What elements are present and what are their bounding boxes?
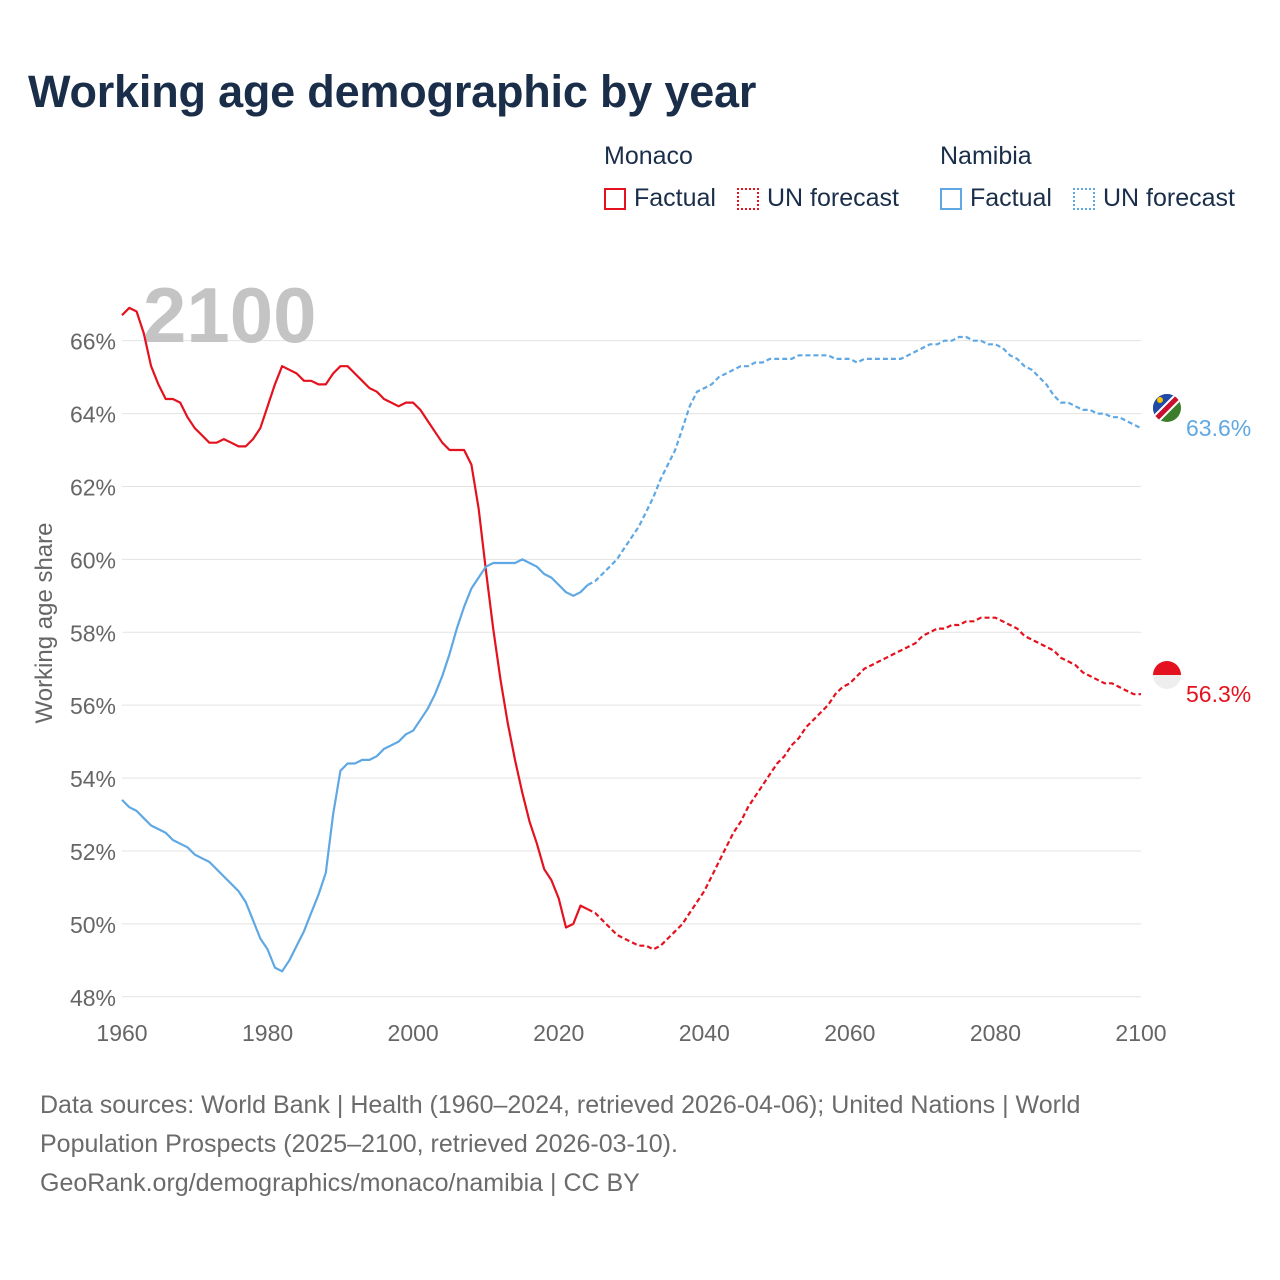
legend-swatch-monaco-forecast [737, 187, 759, 210]
x-tick-label: 1960 [96, 1020, 147, 1046]
y-tick-label: 48% [70, 985, 116, 1011]
end-labels: 56.3% 63.6% [1186, 415, 1251, 707]
series-monaco-factual-line [121, 306, 589, 929]
flag-monaco-icon [1153, 661, 1181, 689]
end-label-monaco: 56.3% [1186, 681, 1251, 707]
y-tick-label: 62% [70, 474, 116, 500]
source-line: Population Prospects (2025–2100, retriev… [40, 1130, 678, 1158]
flag-namibia-icon [1153, 394, 1181, 422]
legend-swatch-monaco-factual [604, 187, 626, 210]
y-axis-label: Working age share [31, 523, 58, 724]
series-namibia-factual-line [121, 558, 589, 973]
axes: 48% 50% 52% 54% 56% 58% 60% 62% 64% 66% 1960 1980 20… [70, 329, 1167, 1046]
end-label-namibia: 63.6% [1186, 415, 1251, 441]
y-tick-label: 52% [70, 839, 116, 865]
y-tick-label: 54% [70, 766, 116, 792]
y-tick-label: 60% [70, 547, 116, 573]
y-tick-label: 64% [70, 402, 116, 428]
x-tick-label: 2100 [1115, 1020, 1166, 1046]
legend-country-namibia: Namibia [940, 142, 1032, 170]
x-tick-label: 2000 [388, 1020, 439, 1046]
series [121, 306, 1142, 973]
source-link[interactable]: GeoRank.org/demographics/monaco/namibia … [40, 1169, 640, 1197]
line-chart: 2100 48% 50% 52% 54% 56% 58% 60% 62% 64% 66% 1960 1… [31, 271, 1251, 1046]
legend-country-monaco: Monaco [604, 142, 693, 170]
legend-swatch-namibia-factual [940, 187, 962, 210]
series-monaco-forecast-line [587, 616, 1141, 951]
x-tick-label: 1980 [242, 1020, 293, 1046]
source-note: Data sources: World Bank | Health (1960–… [40, 1086, 1240, 1203]
y-tick-label: 58% [70, 620, 116, 646]
legend-item-monaco-factual[interactable]: Factual [604, 184, 716, 213]
chart-title: Working age demographic by year [28, 66, 757, 117]
y-tick-label: 56% [70, 693, 116, 719]
legend-item-namibia-forecast[interactable]: UN forecast [1073, 184, 1235, 213]
x-tick-label: 2020 [533, 1020, 584, 1046]
source-line: Data sources: World Bank | Health (1960–… [40, 1091, 1081, 1119]
legend-label: UN forecast [1103, 184, 1235, 212]
y-tick-label: 66% [70, 329, 116, 355]
y-tick-label: 50% [70, 912, 116, 938]
legend-swatch-namibia-forecast [1073, 187, 1095, 210]
grid [122, 340, 1141, 998]
legend-label: Factual [634, 184, 716, 212]
legend-item-namibia-factual[interactable]: Factual [940, 184, 1052, 213]
legend-label: UN forecast [767, 184, 899, 212]
x-tick-label: 2080 [970, 1020, 1021, 1046]
series-namibia-forecast-line [587, 335, 1142, 586]
x-tick-label: 2060 [824, 1020, 875, 1046]
x-tick-label: 2040 [679, 1020, 730, 1046]
legend-item-monaco-forecast[interactable]: UN forecast [737, 184, 899, 213]
legend-label: Factual [970, 184, 1052, 212]
year-watermark: 2100 [143, 271, 317, 359]
